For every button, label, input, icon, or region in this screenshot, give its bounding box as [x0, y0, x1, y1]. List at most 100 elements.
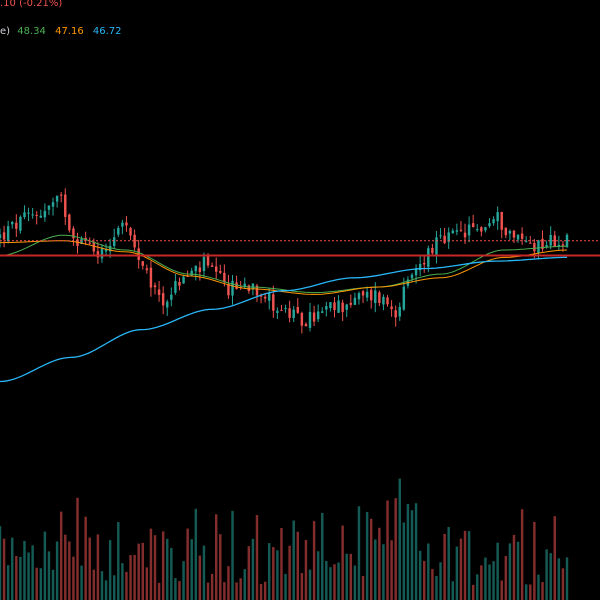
volume-bar: [15, 556, 18, 600]
candle-body: [312, 312, 316, 322]
volume-bar: [121, 563, 124, 600]
volume-bar: [484, 557, 487, 600]
candle-body: [418, 263, 422, 271]
volume-bar: [427, 543, 430, 600]
candle-body: [6, 226, 10, 242]
moving-average-legend: e) 48.34 47.16 46.72: [0, 26, 128, 38]
candle-body: [35, 214, 38, 216]
candle-body: [47, 205, 51, 210]
volume-bar: [255, 515, 259, 600]
candle-body: [27, 212, 30, 214]
volume-bar: [76, 497, 79, 600]
volume-bar: [345, 553, 348, 600]
candle-body: [55, 195, 59, 202]
candle-body: [149, 267, 153, 288]
candle-body: [198, 267, 202, 273]
volume-bar: [178, 581, 181, 600]
volume-bar: [243, 569, 246, 600]
volume-bar: [537, 574, 540, 600]
candle-body: [153, 285, 157, 288]
candle-body: [467, 224, 471, 236]
candle-body: [341, 302, 344, 312]
volume-bar: [0, 526, 2, 600]
volume-bar: [316, 551, 320, 600]
candle-body: [537, 240, 540, 253]
volume-bar: [382, 544, 385, 600]
candle-body: [353, 297, 357, 305]
volume-bar: [35, 567, 38, 600]
ma-short-value: 48.34: [17, 26, 46, 37]
candle-body: [206, 255, 210, 266]
volume-bar: [174, 578, 177, 600]
candle-body: [361, 291, 365, 296]
candle-body: [443, 235, 446, 244]
candle-body: [15, 222, 18, 229]
candle-body: [541, 238, 544, 250]
volume-bar: [431, 568, 434, 600]
volume-bar: [329, 567, 332, 600]
candle-body: [300, 312, 304, 326]
candle-body: [545, 245, 548, 247]
volume-bar: [219, 534, 222, 600]
volume-bar: [374, 539, 377, 600]
candle-body: [304, 323, 308, 327]
volume-bar: [51, 569, 55, 600]
candle-body: [267, 292, 271, 301]
candle-body: [51, 202, 55, 207]
volume-bar: [251, 538, 255, 600]
candle-body: [390, 306, 393, 310]
volume-bar: [190, 539, 193, 600]
volume-bar: [541, 582, 544, 600]
volume-bar: [47, 551, 51, 600]
volume-bar: [471, 584, 475, 600]
volume-bar: [549, 553, 552, 600]
ma-label: e): [0, 26, 11, 37]
moving-average-line: [0, 256, 567, 383]
volume-bar: [157, 582, 161, 600]
volume-bar: [280, 527, 283, 600]
price-change-legend: .10 (-0.21%): [0, 0, 68, 10]
candle-body: [194, 265, 198, 272]
candle-body: [296, 306, 300, 313]
candle-body: [178, 281, 181, 286]
candle-body: [365, 291, 369, 298]
candle-body: [72, 228, 75, 239]
candle-body: [500, 212, 503, 230]
candle-body: [496, 212, 499, 222]
volume-bar: [43, 531, 47, 600]
candle-body: [219, 270, 222, 273]
volume-bar: [333, 564, 336, 600]
volume-bar: [263, 581, 267, 600]
volume-bar: [410, 510, 414, 600]
candle-body: [345, 304, 348, 310]
candle-body: [31, 214, 34, 216]
volume-bar: [321, 512, 324, 600]
volume-bar: [125, 571, 128, 600]
volume-bar: [357, 506, 361, 600]
candle-body: [108, 245, 112, 252]
candle-body: [202, 256, 206, 272]
candle-body: [439, 235, 442, 237]
candle-body: [19, 216, 22, 231]
volume-bar: [304, 539, 308, 600]
candle-body: [484, 227, 487, 231]
candle-body: [520, 233, 524, 239]
moving-average-line: [0, 234, 567, 294]
volume-bar: [390, 540, 393, 600]
volume-bar: [414, 503, 418, 600]
candle-body: [480, 227, 483, 232]
price-levels: [0, 240, 600, 257]
volume-bar: [223, 582, 226, 600]
candle-body: [382, 296, 385, 305]
volume-bar: [202, 545, 206, 600]
candle-body: [533, 243, 536, 252]
volume-bar: [214, 514, 218, 600]
volume-bar: [459, 538, 463, 600]
candle-body: [292, 309, 295, 318]
volume-bar: [365, 511, 369, 600]
volume-bar: [496, 542, 499, 600]
volume-bar: [300, 573, 304, 600]
volume-bar: [92, 569, 96, 600]
volume-bar: [112, 575, 116, 600]
volume-bar: [529, 584, 532, 600]
